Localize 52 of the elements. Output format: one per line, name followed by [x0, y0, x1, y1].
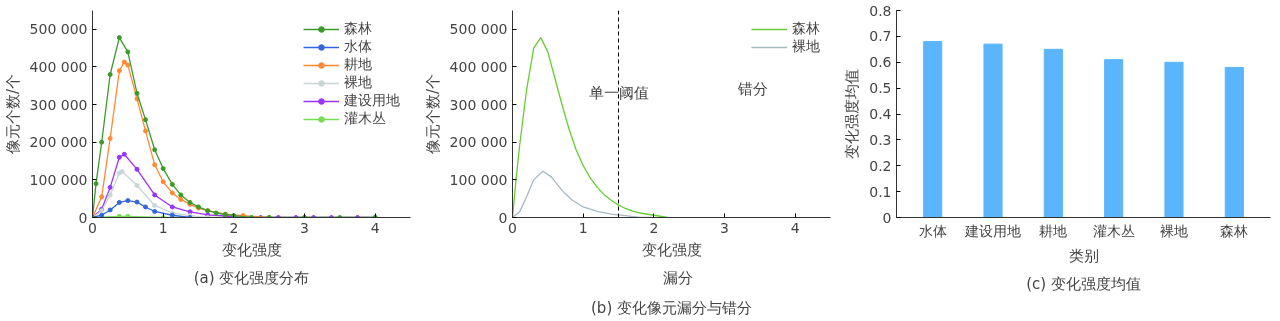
x-tick-label: 4 — [790, 219, 800, 236]
y-tick-label: 100 000 — [29, 171, 88, 188]
x-tick-label: 耕地 — [1039, 222, 1068, 239]
legend-label: 森林 — [344, 20, 372, 38]
x-tick-label: 2 — [229, 219, 239, 236]
ref-line-label: 单一阈值 — [588, 83, 649, 102]
y-tick-label: 0.4 — [869, 106, 892, 122]
x-tick-label: 3 — [300, 219, 309, 236]
x-tick-label: 4 — [370, 219, 380, 236]
y-tick-label: 0.3 — [869, 131, 892, 148]
y-tick-label: 100 000 — [449, 171, 508, 188]
annotation: 错分 — [736, 79, 768, 98]
y-tick-label: 500 000 — [29, 21, 88, 38]
y-tick-label: 200 000 — [449, 134, 508, 151]
legend-label: 灌木丛 — [344, 110, 386, 128]
x-tick-label: 3 — [720, 219, 729, 236]
x-axis-title: 变化强度 — [641, 240, 702, 259]
y-tick-label: 0.7 — [869, 28, 892, 45]
x-tick-label: 灌木丛 — [1092, 222, 1135, 239]
y-tick-label: 300 000 — [29, 96, 88, 113]
x-tick-label: 1 — [578, 219, 588, 236]
y-axis-title: 像元个数/个 — [3, 73, 22, 155]
y-axis-title: 变化强度均值 — [843, 69, 862, 159]
x-tick-label: 建设用地 — [964, 222, 1022, 239]
x-tick-label: 2 — [649, 219, 659, 236]
y-tick-label: 0.1 — [869, 183, 892, 200]
y-tick-label: 200 000 — [29, 134, 88, 151]
legend-label: 建设用地 — [344, 92, 400, 110]
x-tick-label: 森林 — [1220, 222, 1249, 239]
x-tick-label: 裸地 — [1159, 222, 1188, 239]
legend-label: 森林 — [792, 20, 820, 38]
y-axis-title: 像元个数/个 — [423, 73, 442, 155]
legend-label: 水体 — [344, 38, 372, 56]
x-axis-title: 变化强度 — [221, 240, 282, 259]
x-axis-title: 类别 — [1068, 246, 1099, 265]
text: (c) 变化强度均值 — [1026, 274, 1141, 293]
y-tick-label: 400 000 — [449, 58, 508, 75]
y-tick-label: 0.8 — [869, 2, 892, 19]
y-tick-label: 500 000 — [449, 21, 508, 38]
legend-label: 裸地 — [344, 74, 372, 92]
y-tick-label: 300 000 — [449, 96, 508, 113]
x-tick-label: 水体 — [918, 222, 947, 239]
y-tick-label: 0.2 — [869, 157, 892, 174]
legend-label: 耕地 — [344, 56, 372, 74]
y-tick-label: 0.5 — [869, 80, 892, 97]
legend-label: 裸地 — [792, 38, 820, 56]
y-tick-label: 0.6 — [869, 54, 892, 71]
x-tick-label: 1 — [158, 219, 168, 236]
y-tick-label: 400 000 — [29, 58, 88, 75]
text: (b) 变化像元漏分与错分 — [591, 298, 752, 317]
text: (a) 变化强度分布 — [193, 268, 310, 287]
text: 漏分 — [662, 268, 693, 287]
